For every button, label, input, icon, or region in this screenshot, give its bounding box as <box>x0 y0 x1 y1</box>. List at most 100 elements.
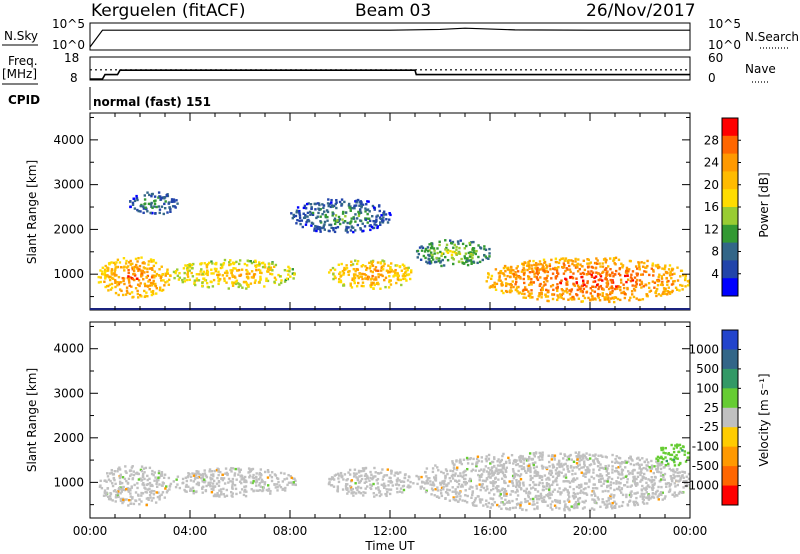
data-cell <box>363 273 366 276</box>
data-cell <box>355 262 359 266</box>
data-cell <box>401 480 404 483</box>
data-cell <box>564 503 567 506</box>
data-cell <box>602 258 606 261</box>
data-cell <box>420 475 423 479</box>
data-cell <box>330 201 333 204</box>
data-cell <box>504 269 507 273</box>
data-cell <box>409 271 413 274</box>
data-cell <box>223 271 227 275</box>
data-cell <box>289 481 293 484</box>
cpid-value: normal (fast) 151 <box>93 95 211 109</box>
data-cell <box>638 458 642 462</box>
data-cell <box>591 271 595 274</box>
data-cell <box>546 504 549 507</box>
data-cell <box>635 267 639 270</box>
data-cell <box>160 493 163 496</box>
data-cell <box>195 277 199 280</box>
data-cell <box>448 476 451 480</box>
data-cell <box>214 269 217 273</box>
data-cell <box>240 488 244 491</box>
data-cell <box>336 225 340 229</box>
data-cell <box>614 269 618 273</box>
data-cell <box>609 297 613 300</box>
data-cell <box>369 486 372 490</box>
data-cell <box>635 463 638 466</box>
data-cell <box>352 491 356 494</box>
data-cell <box>134 257 138 261</box>
data-cell <box>104 493 108 497</box>
data-cell <box>369 270 373 273</box>
data-cell <box>454 490 457 493</box>
data-cell <box>375 269 378 272</box>
data-cell <box>132 267 136 270</box>
data-cell <box>682 486 685 489</box>
data-cell <box>385 494 388 498</box>
data-cell <box>676 266 679 269</box>
data-cell <box>641 475 644 478</box>
data-cell <box>289 475 292 478</box>
data-cell <box>421 480 424 483</box>
data-cell <box>506 282 509 286</box>
data-cell <box>529 470 532 474</box>
data-cell <box>556 474 560 478</box>
data-cell <box>491 284 495 287</box>
data-cell <box>657 498 660 501</box>
data-cell <box>515 473 518 476</box>
data-cell <box>157 469 161 473</box>
data-cell <box>447 493 450 496</box>
data-cell <box>119 482 122 485</box>
data-cell <box>149 496 152 499</box>
data-cell <box>457 492 461 495</box>
data-cell <box>169 210 172 213</box>
data-cell <box>563 453 566 456</box>
data-cell <box>353 275 356 278</box>
data-cell <box>367 217 371 220</box>
data-cell <box>517 502 520 505</box>
data-cell <box>161 491 165 494</box>
data-cell <box>370 281 373 284</box>
data-cell <box>99 280 102 284</box>
data-cell <box>345 226 349 230</box>
data-cell <box>670 276 673 280</box>
data-cell <box>405 266 408 270</box>
data-cell <box>571 276 575 280</box>
data-cell <box>609 286 612 290</box>
data-cell <box>267 270 270 273</box>
data-cell <box>192 474 196 477</box>
data-cell <box>685 482 689 485</box>
data-cell <box>313 202 316 206</box>
data-cell <box>150 499 154 502</box>
data-cell <box>648 273 651 277</box>
data-cell <box>153 202 157 206</box>
data-cell <box>639 480 642 483</box>
data-cell <box>217 270 220 274</box>
data-cell <box>379 471 383 475</box>
data-cell <box>673 279 676 283</box>
data-cell <box>358 204 361 207</box>
data-cell <box>373 223 376 226</box>
data-cell <box>493 471 496 474</box>
data-cell <box>97 275 100 279</box>
x-tick-label: 20:00 <box>573 524 608 538</box>
data-cell <box>373 268 376 271</box>
data-cell <box>221 274 225 277</box>
data-cell <box>358 272 362 275</box>
data-cell <box>239 468 243 471</box>
data-cell <box>98 485 102 488</box>
data-cell <box>338 218 342 221</box>
data-cell <box>599 265 602 268</box>
data-cell <box>346 477 349 481</box>
data-cell <box>146 294 149 298</box>
data-cell <box>546 270 550 274</box>
data-cell <box>438 240 441 243</box>
data-cell <box>342 273 345 276</box>
data-cell <box>436 466 439 469</box>
data-cell <box>284 278 288 282</box>
data-cell <box>355 285 359 288</box>
data-cell <box>163 202 166 206</box>
data-cell <box>170 198 174 201</box>
data-cell <box>430 246 433 250</box>
data-cell <box>383 262 386 266</box>
data-cell <box>639 473 642 477</box>
data-cell <box>125 488 128 491</box>
